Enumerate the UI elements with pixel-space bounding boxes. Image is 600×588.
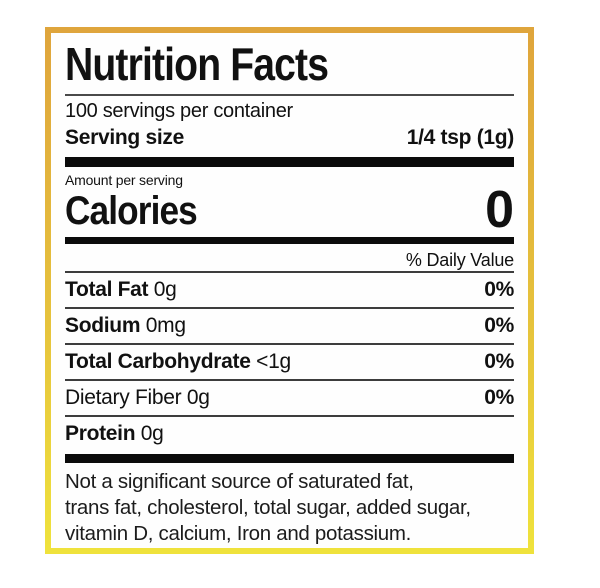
nutrient-amount: 0g [153,278,177,301]
label-title: Nutrition Facts [65,38,329,90]
servings-per-container: 100 servings per container [65,100,293,122]
nutrient-amount: 0g [140,422,164,445]
nutrient-label: Sodium 0mg [65,313,186,338]
nutrition-facts-label: Nutrition Facts 100 servings per contain… [45,27,534,554]
nutrient-row-sodium: Sodium 0mg 0% [65,309,514,343]
footnote-line-2: trans fat, cholesterol, total sugar, add… [65,496,471,519]
calories-row: Calories 0 [65,181,514,239]
serving-size-label: Serving size [65,126,184,149]
nutrient-name: Protein [65,422,136,445]
nutrient-amount: <1g [256,350,291,373]
row-divider [65,379,514,381]
calories-bar [65,237,514,244]
row-divider [65,307,514,309]
nutrient-label: Protein 0g [65,421,164,446]
nutrient-name: Sodium [65,314,141,337]
nutrient-name: Dietary Fiber [65,386,182,409]
nutrient-dv: 0% [484,278,514,301]
nutrient-amount: 0mg [145,314,186,337]
nutrient-name: Total Fat [65,278,149,301]
footnote-line-3: vitamin D, calcium, Iron and potassium. [65,522,412,545]
serving-size-row: Serving size 1/4 tsp (1g) [65,124,514,151]
title-divider [65,94,514,96]
nutrient-row-dietary-fiber: Dietary Fiber 0g 0% [65,381,514,415]
dv-header-divider [65,271,514,273]
section-bar-top [65,157,514,167]
nutrient-dv: 0% [484,314,514,337]
nutrient-dv: 0% [484,386,514,409]
nutrient-row-protein: Protein 0g [65,417,514,451]
nutrient-dv: 0% [484,350,514,373]
row-divider [65,343,514,345]
nutrient-label: Total Carbohydrate <1g [65,349,291,374]
nutrient-name: Total Carbohydrate [65,350,251,373]
nutrient-amount: 0g [186,386,210,409]
serving-size-value: 1/4 tsp (1g) [406,126,515,149]
calories-label: Calories [65,189,198,233]
row-divider [65,415,514,417]
amount-per-serving-label: Amount per serving [65,172,183,188]
section-bar-bottom [65,454,514,463]
calories-value: 0 [485,181,514,239]
footnote: Not a significant source of saturated fa… [65,469,514,547]
footnote-line-1: Not a significant source of saturated fa… [65,470,414,493]
nutrient-row-total-fat: Total Fat 0g 0% [65,273,514,307]
nutrient-label: Dietary Fiber 0g [65,385,210,410]
nutrient-row-total-carbohydrate: Total Carbohydrate <1g 0% [65,345,514,379]
daily-value-header: % Daily Value [405,250,514,270]
nutrient-label: Total Fat 0g [65,277,177,302]
